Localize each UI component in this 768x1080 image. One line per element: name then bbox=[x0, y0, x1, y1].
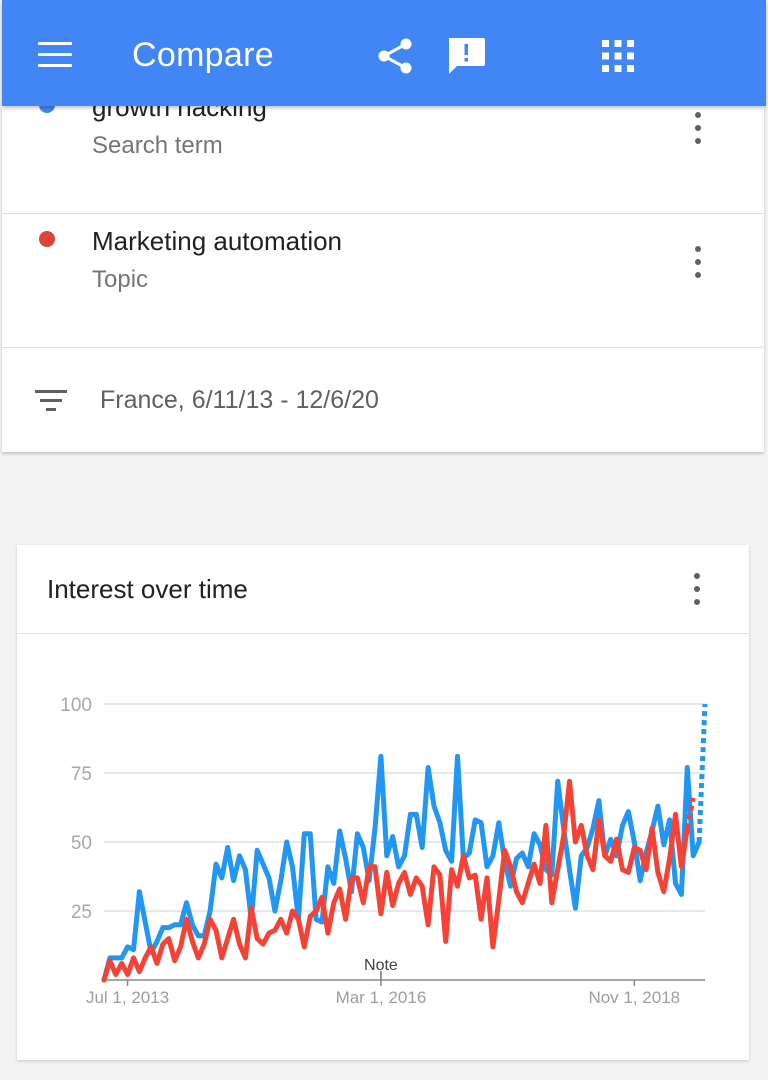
menu-icon[interactable] bbox=[38, 42, 74, 68]
y-tick-label: 75 bbox=[71, 764, 92, 785]
term-more-icon[interactable] bbox=[690, 246, 706, 280]
filter-summary: France, 6/11/13 - 12/6/20 bbox=[100, 386, 379, 414]
term-row-marketing-automation[interactable]: Marketing automation Topic bbox=[2, 214, 764, 348]
filter-row[interactable]: France, 6/11/13 - 12/6/20 bbox=[2, 348, 764, 452]
term-name: Marketing automation bbox=[92, 226, 343, 256]
chart-title: Interest over time bbox=[47, 574, 248, 604]
y-tick-label: 25 bbox=[71, 902, 92, 923]
term-color-dot bbox=[39, 231, 55, 247]
series-line bbox=[101, 753, 702, 983]
page-title: Compare bbox=[132, 36, 274, 74]
interest-over-time-card: Interest over time 25 50 75 100 Jul 1, 2013 M… bbox=[17, 545, 749, 1060]
term-type: Search term bbox=[92, 132, 223, 159]
chart-more-icon[interactable] bbox=[689, 573, 705, 607]
chart-card-header: Interest over time bbox=[17, 545, 749, 634]
share-icon[interactable] bbox=[375, 36, 415, 76]
line-chart: 25 50 75 100 Jul 1, 2013 Mar 1, 2016 Nov 1, 20… bbox=[60, 695, 708, 1007]
note-label: Note bbox=[364, 957, 398, 974]
x-tick-label: Nov 1, 2018 bbox=[588, 988, 680, 1007]
term-type: Topic bbox=[92, 266, 149, 293]
series-line bbox=[101, 778, 690, 983]
term-row-growth-hacking[interactable]: growth hacking Search term bbox=[2, 80, 764, 214]
x-tick-label: Jul 1, 2013 bbox=[86, 988, 169, 1007]
feedback-icon[interactable] bbox=[445, 36, 487, 76]
term-more-icon[interactable] bbox=[690, 112, 706, 146]
filter-icon[interactable] bbox=[34, 390, 68, 414]
y-tick-label: 100 bbox=[60, 695, 92, 716]
y-tick-label: 50 bbox=[71, 833, 92, 854]
x-tick-label: Mar 1, 2016 bbox=[336, 988, 427, 1007]
comparison-card: growth hacking Search term Marketing aut… bbox=[2, 92, 764, 452]
app-bar: Compare bbox=[2, 0, 766, 106]
apps-icon[interactable] bbox=[601, 39, 635, 73]
